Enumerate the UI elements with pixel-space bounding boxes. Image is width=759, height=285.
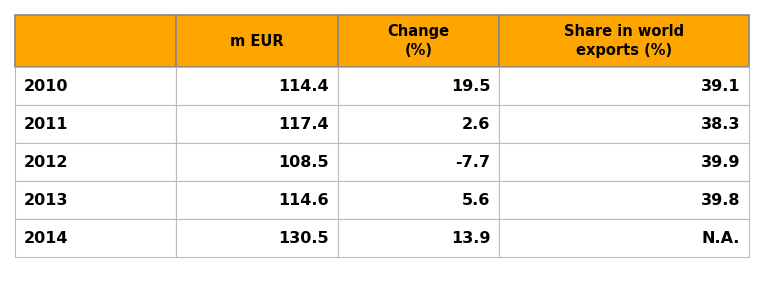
Text: 2014: 2014 [24, 231, 68, 245]
Text: 108.5: 108.5 [279, 154, 329, 170]
Text: 13.9: 13.9 [451, 231, 490, 245]
Text: m EUR: m EUR [231, 34, 284, 49]
Text: 5.6: 5.6 [462, 193, 490, 207]
Bar [338, 143, 499, 181]
Bar [177, 143, 338, 181]
Text: 2012: 2012 [24, 154, 68, 170]
Text: 117.4: 117.4 [279, 117, 329, 132]
Text: 39.9: 39.9 [701, 154, 740, 170]
Bar [15, 219, 177, 257]
Bar [15, 181, 177, 219]
Text: 2.6: 2.6 [462, 117, 490, 132]
Bar [499, 181, 749, 219]
Text: Share in world
exports (%): Share in world exports (%) [564, 24, 685, 58]
Bar [338, 181, 499, 219]
Text: N.A.: N.A. [701, 231, 740, 245]
Bar [177, 67, 338, 105]
Bar [338, 219, 499, 257]
Bar [338, 105, 499, 143]
Text: 114.6: 114.6 [279, 193, 329, 207]
Text: Change
(%): Change (%) [388, 24, 450, 58]
Bar [177, 219, 338, 257]
Bar [338, 15, 499, 67]
Bar [15, 143, 177, 181]
Bar [338, 67, 499, 105]
Text: 2010: 2010 [24, 79, 68, 94]
Bar [177, 15, 338, 67]
Bar [15, 15, 177, 67]
Text: 39.8: 39.8 [701, 193, 740, 207]
Bar [499, 67, 749, 105]
Bar [499, 105, 749, 143]
Bar [499, 219, 749, 257]
Text: 2013: 2013 [24, 193, 68, 207]
Text: 39.1: 39.1 [701, 79, 740, 94]
Bar [499, 15, 749, 67]
Text: -7.7: -7.7 [455, 154, 490, 170]
Bar [499, 143, 749, 181]
Text: 114.4: 114.4 [279, 79, 329, 94]
Text: 2011: 2011 [24, 117, 68, 132]
Bar [15, 67, 177, 105]
Text: 38.3: 38.3 [701, 117, 740, 132]
Bar [177, 181, 338, 219]
Text: 19.5: 19.5 [451, 79, 490, 94]
Text: 130.5: 130.5 [279, 231, 329, 245]
Bar [177, 105, 338, 143]
Bar [15, 105, 177, 143]
